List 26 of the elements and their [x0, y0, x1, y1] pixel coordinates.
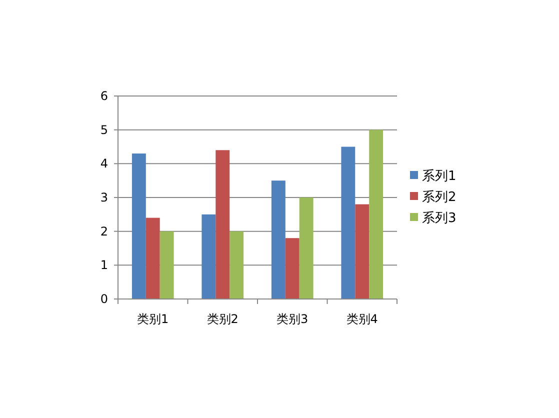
- y-tick-label: 3: [100, 190, 108, 204]
- bar: [285, 238, 300, 299]
- bar: [299, 198, 314, 299]
- bar: [132, 154, 146, 299]
- legend-label: 系列3: [422, 211, 456, 226]
- x-tick-label: 类别4: [346, 312, 378, 326]
- bar: [271, 180, 286, 299]
- bar: [341, 146, 356, 299]
- y-tick-label: 0: [100, 292, 108, 306]
- bar: [369, 130, 384, 299]
- bar: [160, 231, 174, 299]
- y-tick-label: 1: [100, 258, 108, 272]
- bar: [355, 204, 370, 299]
- bar: [146, 218, 160, 299]
- legend-label: 系列1: [422, 169, 456, 184]
- y-tick-label: 4: [100, 156, 108, 171]
- x-tick-label: 类别1: [137, 312, 169, 326]
- bar: [216, 150, 230, 299]
- y-tick-label: 2: [100, 224, 108, 238]
- x-tick-label: 类别2: [206, 312, 238, 326]
- y-tick-label: 6: [100, 89, 108, 103]
- bar: [230, 231, 244, 299]
- x-tick-label: 类别3: [276, 312, 308, 326]
- bar: [202, 214, 216, 299]
- legend-label: 系列2: [422, 190, 456, 205]
- y-tick-label: 5: [100, 122, 108, 137]
